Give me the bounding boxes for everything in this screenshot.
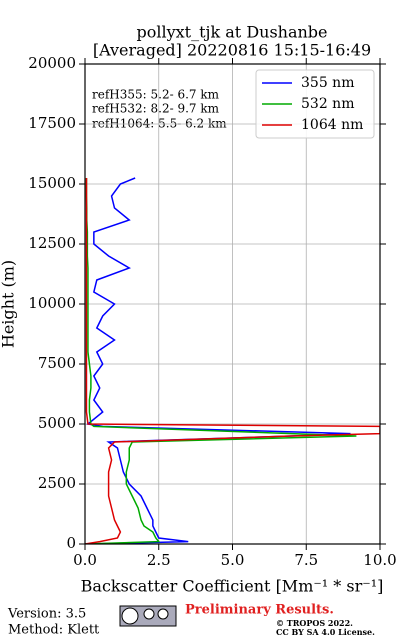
legend-label: 355 nm	[301, 75, 354, 91]
legend-label: 1064 nm	[301, 117, 363, 133]
x-axis-label: Backscatter Coefficient [Mm⁻¹ * sr⁻¹]	[81, 577, 384, 596]
y-tick-label: 12500	[28, 234, 76, 252]
y-tick-label: 15000	[28, 174, 76, 192]
profile-line	[85, 178, 357, 544]
license: CC BY SA 4.0 License.	[276, 627, 375, 637]
y-tick-label: 7500	[38, 354, 76, 372]
plot-frame	[84, 63, 381, 545]
cc-logo	[119, 605, 177, 627]
y-axis-label: Height (m)	[0, 260, 18, 348]
x-tick-label: 0.0	[73, 551, 97, 569]
method: Method: Klett	[8, 623, 100, 638]
x-tick-label: 10.0	[363, 551, 396, 569]
legend-label: 532 nm	[301, 96, 354, 112]
plot-lines	[85, 177, 380, 544]
y-tick-label: 0	[66, 534, 76, 552]
x-tick-label: 5.0	[221, 551, 245, 569]
y-tick-label: 20000	[28, 54, 76, 72]
y-tick-label: 17500	[28, 114, 76, 132]
x-tick-label: 7.5	[294, 551, 318, 569]
version: Version: 3.5	[7, 607, 86, 622]
preliminary-note: Preliminary Results.	[185, 603, 334, 618]
annotation: refH355: 5.2- 6.7 km	[92, 88, 220, 102]
chart-subtitle: [Averaged] 20220816 15:15-16:49	[93, 41, 371, 60]
y-tick-label: 10000	[28, 294, 76, 312]
chart-title: pollyxt_tjk at Dushanbe	[136, 23, 327, 42]
profile-line	[86, 177, 351, 544]
y-tick-label: 5000	[38, 414, 76, 432]
x-tick-label: 2.5	[147, 551, 171, 569]
license: © TROPOS 2022.	[276, 618, 353, 628]
profile-line	[85, 178, 380, 544]
legend-box	[255, 69, 375, 139]
annotation: refH532: 8.2- 9.7 km	[92, 102, 220, 116]
y-tick-label: 2500	[38, 474, 76, 492]
annotation: refH1064: 5.5- 6.2 km	[92, 117, 227, 131]
